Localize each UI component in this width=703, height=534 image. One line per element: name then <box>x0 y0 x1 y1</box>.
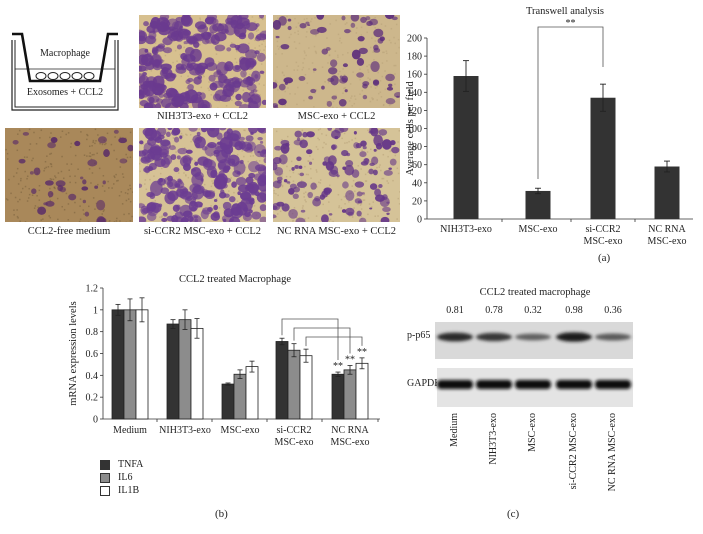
svg-text:MSC-exo: MSC-exo <box>648 236 687 247</box>
panel-label-a: (a) <box>598 252 611 264</box>
mrna-expression-bar-chart: CCL2 treated Macrophage 0 0.2 0.4 0.6 0.8 1 1.2… <box>68 274 380 448</box>
svg-text:NIH3T3-exo: NIH3T3-exo <box>440 224 492 235</box>
svg-text:CCL2 treated Macrophage: CCL2 treated Macrophage <box>179 274 291 285</box>
micrograph-ccl2-free <box>5 128 133 222</box>
panel-label-c: (c) <box>507 508 520 520</box>
schematic-bottom-label: Exosomes + CCL2 <box>26 87 104 98</box>
transwell-schematic <box>11 32 119 111</box>
svg-text:180: 180 <box>407 52 422 63</box>
lane-label: si-CCR2 MSC-exo <box>568 413 579 490</box>
legend-item-il1b: IL1B <box>100 484 143 497</box>
svg-text:0: 0 <box>417 215 422 226</box>
svg-text:si-CCR2: si-CCR2 <box>276 425 311 436</box>
svg-text:**: ** <box>333 361 343 372</box>
row-label-gapdh: GAPDH <box>407 378 442 389</box>
legend-item-tnfa: TNFA <box>100 458 143 471</box>
panel-label-b: (b) <box>215 508 228 520</box>
micrograph-caption: NIH3T3-exo + CCL2 <box>156 111 249 122</box>
svg-text:0: 0 <box>93 415 98 426</box>
lane-label: Medium <box>449 413 460 447</box>
svg-text:NC RNA: NC RNA <box>648 224 686 235</box>
svg-text:80: 80 <box>412 142 422 153</box>
micrograph-image <box>139 15 266 108</box>
lane-label: NIH3T3-exo <box>488 413 499 465</box>
transwell-bar-chart: Transwell analysis 0 20 40 60 80 100 120 140 160 1… <box>405 6 693 247</box>
svg-text:**: ** <box>357 347 367 358</box>
svg-text:1: 1 <box>93 305 98 316</box>
legend-label: IL6 <box>118 472 133 483</box>
svg-text:20: 20 <box>412 196 422 207</box>
svg-text:Transwell analysis: Transwell analysis <box>526 6 604 17</box>
quantification-value: 0.81 <box>446 305 464 316</box>
micrograph-nih3t3-exo <box>139 15 266 108</box>
row-label-p-p65: p-p65 <box>407 330 431 341</box>
svg-text:40: 40 <box>412 178 422 189</box>
svg-text:NC RNA: NC RNA <box>331 425 369 436</box>
svg-text:160: 160 <box>407 70 422 81</box>
svg-text:140: 140 <box>407 88 422 99</box>
legend-swatch-icon <box>100 472 110 483</box>
schematic-top-label: Macrophage <box>40 48 90 59</box>
svg-text:0.2: 0.2 <box>86 393 99 404</box>
svg-text:0.6: 0.6 <box>86 349 99 360</box>
legend-swatch-icon <box>100 459 110 470</box>
lane-label: NC RNA MSC-exo <box>607 413 618 492</box>
svg-text:120: 120 <box>407 106 422 117</box>
legend-label: IL1B <box>118 485 140 496</box>
svg-text:Average cells per field: Average cells per field <box>405 80 416 175</box>
chart-legend: TNFA IL6 IL1B <box>100 458 143 497</box>
micrograph-si-ccr2-msc-exo <box>139 128 266 222</box>
micrograph-nc-rna-msc-exo <box>273 128 400 222</box>
svg-text:MSC-exo: MSC-exo <box>331 437 370 448</box>
svg-text:200: 200 <box>407 34 422 45</box>
micrograph-image <box>5 128 133 222</box>
micrograph-caption: MSC-exo + CCL2 <box>297 111 376 122</box>
blot-title: CCL2 treated macrophage <box>479 287 591 298</box>
micrograph-image <box>139 128 266 222</box>
svg-text:MSC-exo: MSC-exo <box>275 437 314 448</box>
svg-text:NIH3T3-exo: NIH3T3-exo <box>159 425 211 436</box>
svg-text:MSC-exo: MSC-exo <box>221 425 260 436</box>
micrograph-caption: si-CCR2 MSC-exo + CCL2 <box>143 226 262 237</box>
quantification-value: 0.98 <box>565 305 583 316</box>
svg-text:mRNA expression levels: mRNA expression levels <box>68 301 79 405</box>
lane-label: MSC-exo <box>527 413 538 452</box>
legend-item-il6: IL6 <box>100 471 143 484</box>
svg-text:100: 100 <box>407 124 422 135</box>
micrograph-image <box>273 128 400 222</box>
svg-text:MSC-exo: MSC-exo <box>519 224 558 235</box>
micrograph-msc-exo <box>273 15 400 108</box>
svg-text:MSC-exo: MSC-exo <box>584 236 623 247</box>
micrograph-caption: NC RNA MSC-exo + CCL2 <box>276 226 397 237</box>
quantification-value: 0.32 <box>524 305 542 316</box>
micrograph-image <box>273 15 400 108</box>
svg-text:**: ** <box>345 355 355 366</box>
svg-text:Medium: Medium <box>113 425 147 436</box>
svg-text:si-CCR2: si-CCR2 <box>585 224 620 235</box>
quantification-value: 0.36 <box>604 305 622 316</box>
legend-swatch-icon <box>100 485 110 496</box>
svg-text:60: 60 <box>412 160 422 171</box>
svg-text:0.4: 0.4 <box>86 371 99 382</box>
quantification-value: 0.78 <box>485 305 503 316</box>
western-blot <box>435 322 633 407</box>
svg-text:1.2: 1.2 <box>86 284 99 295</box>
svg-text:0.8: 0.8 <box>86 327 99 338</box>
micrograph-caption: CCL2-free medium <box>27 226 111 237</box>
svg-text:**: ** <box>566 18 576 29</box>
legend-label: TNFA <box>118 459 144 470</box>
